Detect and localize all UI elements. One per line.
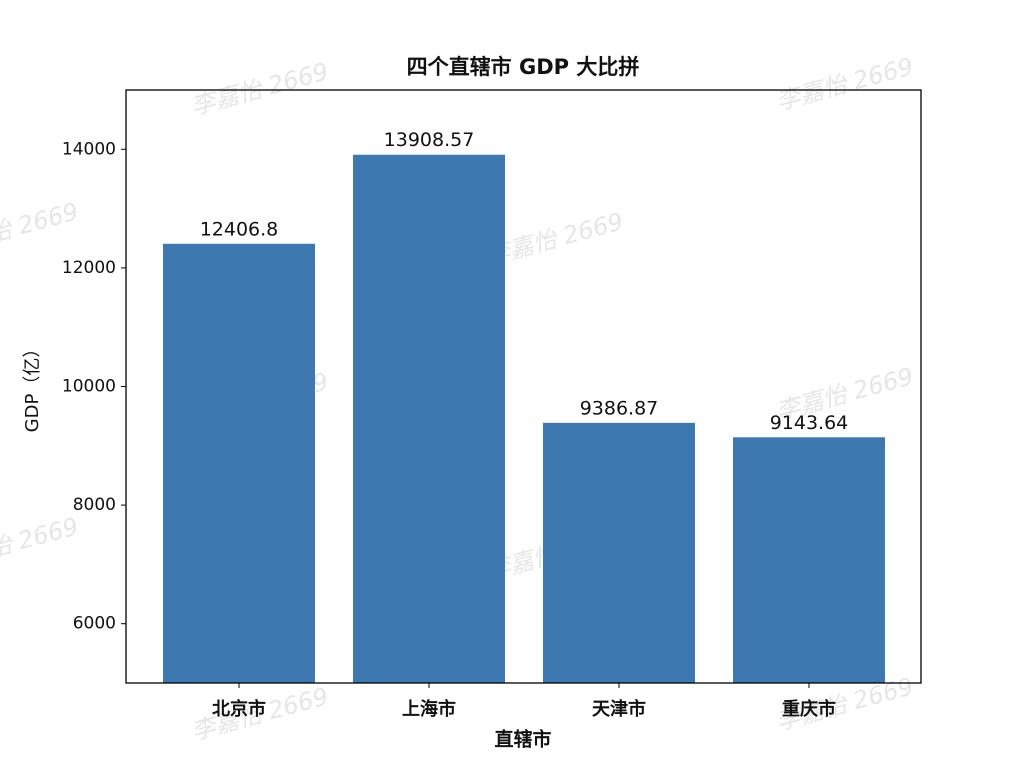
x-tick-label: 北京市 [212, 698, 266, 720]
bar [163, 243, 315, 683]
y-tick-label: 6000 [73, 614, 116, 634]
bar [543, 422, 695, 683]
chart-title: 四个直辖市 GDP 大比拼 [407, 55, 640, 79]
watermark: 李嘉怡 2669 [0, 512, 81, 575]
watermark: 李嘉怡 2669 [188, 57, 331, 120]
bar [733, 437, 885, 683]
y-tick-label: 8000 [73, 495, 116, 515]
plot-frame [125, 89, 922, 684]
y-tick-label: 14000 [62, 139, 116, 159]
x-axis-label: 直辖市 [494, 728, 551, 751]
watermark: 李嘉怡 2669 [773, 52, 916, 115]
value-label: 9143.64 [770, 412, 849, 434]
value-label: 12406.8 [200, 218, 279, 240]
watermark: 李嘉怡 2669 [0, 197, 81, 260]
bar [353, 154, 505, 683]
value-label: 9386.87 [580, 397, 659, 419]
y-axis-label: GDP（亿） [22, 340, 43, 433]
x-tick-label: 重庆市 [782, 698, 836, 720]
value-label: 13908.57 [384, 129, 475, 151]
x-tick-label: 上海市 [402, 698, 456, 720]
y-tick-label: 10000 [62, 377, 116, 397]
y-tick-label: 12000 [62, 258, 116, 278]
x-tick-label: 天津市 [592, 698, 646, 720]
